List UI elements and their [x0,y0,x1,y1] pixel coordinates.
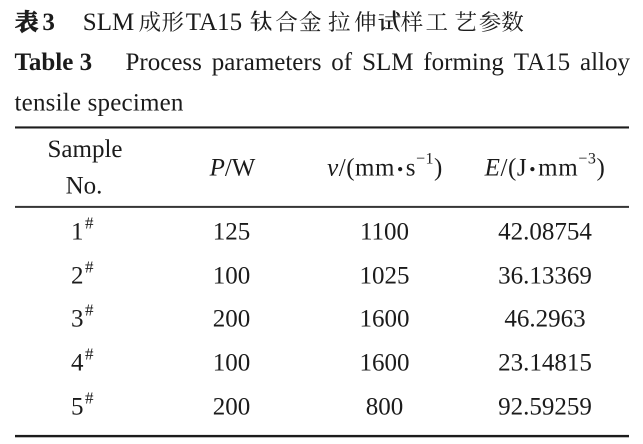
svg-text:1600: 1600 [360,306,410,333]
svg-text:36.13369: 36.13369 [498,263,592,290]
svg-text:Process: Process [126,49,202,76]
svg-text:1600: 1600 [360,350,410,377]
svg-text:v/(mm•s−1): v/(mm •s−1) [327,151,443,182]
svg-text:alloy: alloy [580,49,630,76]
svg-text:forming: forming [423,49,504,76]
svg-text:SLM: SLM [362,49,413,76]
svg-text:tensile specimen: tensile specimen [15,90,184,117]
svg-text:200: 200 [213,394,251,421]
svg-text:1#: 1# [71,214,94,246]
svg-text:800: 800 [366,394,404,421]
svg-text:46.2963: 46.2963 [504,306,585,333]
svg-text:23.14815: 23.14815 [498,350,592,377]
svg-text:1100: 1100 [360,219,409,246]
svg-text:92.59259: 92.59259 [498,394,592,421]
svg-text:Sample: Sample [48,136,123,163]
svg-text:3#: 3# [71,301,94,333]
svg-text:5#: 5# [71,389,94,421]
svg-text:125: 125 [213,219,251,246]
svg-text:of: of [331,49,353,76]
svg-text:TA15: TA15 [186,9,242,36]
svg-text:Table 3: Table 3 [15,49,93,76]
svg-text:3: 3 [42,9,55,36]
svg-text:No.: No. [66,173,103,200]
svg-text:100: 100 [213,263,251,290]
svg-text:TA15: TA15 [514,49,570,76]
svg-text:P/W: P/W [209,155,256,182]
svg-text:200: 200 [213,306,251,333]
svg-text:100: 100 [213,350,251,377]
svg-text:2#: 2# [71,258,94,290]
svg-text:4#: 4# [71,345,94,377]
svg-text:SLM: SLM [83,9,134,36]
svg-text:E/(J•mm−3): E/(J •mm−3) [484,151,606,182]
svg-text:1025: 1025 [360,263,410,290]
svg-text:parameters: parameters [212,49,322,76]
svg-text:42.08754: 42.08754 [498,219,592,246]
